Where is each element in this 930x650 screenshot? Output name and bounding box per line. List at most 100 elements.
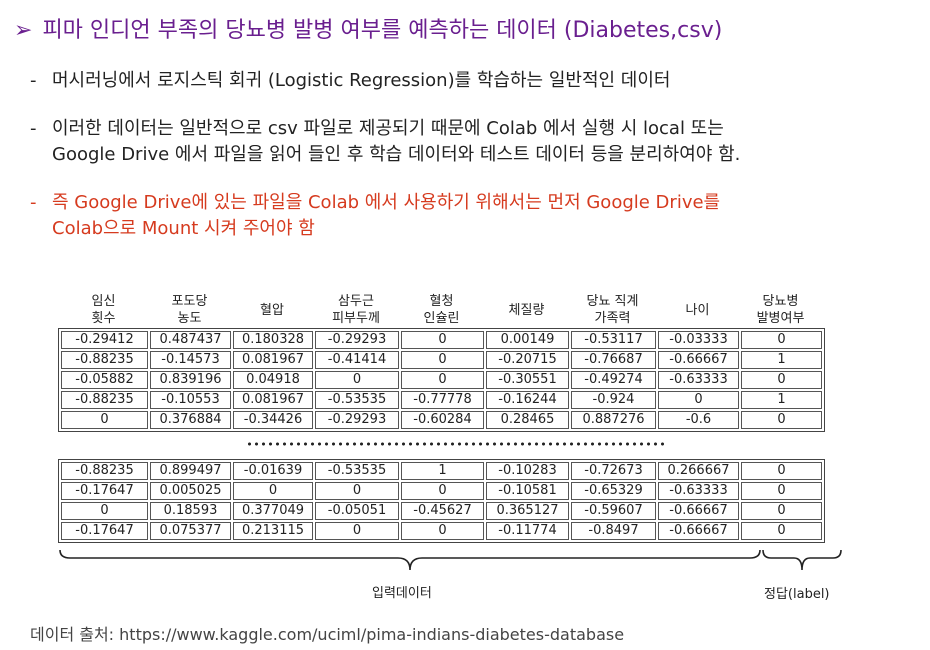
slide-title-text: 피마 인디언 부족의 당뇨병 발병 여부를 예측하는 데이터 (Diabetes… [42,18,723,43]
table-cell: -0.17647 [61,522,148,540]
column-header: 혈압 [260,302,284,318]
table-cell: -0.924 [571,391,656,409]
bullet-2-line-1: 이러한 데이터는 일반적으로 csv 파일로 제공되기 때문에 Colab 에서… [52,118,724,139]
table-cell: -0.10283 [486,462,569,480]
bullet-1-line-1: 머시러닝에서 로지스틱 회귀 (Logistic Regression)를 학습… [52,70,671,91]
table-cell: 0.266667 [658,462,739,480]
table-cell: 0 [741,522,822,540]
table-row: 0 0.376884 -0.34426 -0.29293 -0.60284 0.28465… [61,411,822,429]
table-cell: 0 [315,482,399,500]
table-row: -0.05882 0.839196 0.04918 0 0 -0.30551 -0.4927… [61,371,822,389]
table-cell: -0.17647 [61,482,148,500]
table-cell: -0.30551 [486,371,569,389]
table-cell: 0.04918 [233,371,313,389]
table-cell: -0.29412 [61,331,148,349]
column-header: 나이 [685,302,710,318]
table-cell: 0.487437 [150,331,231,349]
table-cell: -0.20715 [486,351,569,369]
table-cell: 0 [401,351,484,369]
table-cell: -0.66667 [658,351,739,369]
table-cell: 0.00149 [486,331,569,349]
dash-marker: - [30,192,37,213]
table-cell: -0.76687 [571,351,656,369]
table-cell: -0.29293 [315,331,399,349]
dash-marker: - [30,70,37,91]
label-data-label: 정답(label) [764,587,830,602]
table-cell: 0.839196 [150,371,231,389]
table-cell: 0.005025 [150,482,231,500]
table-cell: 0 [741,462,822,480]
table-cell: 0 [315,371,399,389]
table-row: -0.88235 -0.10553 0.081967 -0.53535 -0.77778… [61,391,822,409]
table-cell: 0 [658,391,739,409]
table-cell: -0.63333 [658,371,739,389]
ellipsis-dots [246,441,666,447]
table-cell: -0.10581 [486,482,569,500]
input-brace [59,549,761,571]
arrow-bullet-icon: ➢ [14,18,33,43]
table-cell: 0 [401,331,484,349]
table-cell: 0 [401,482,484,500]
table-cell: 0 [401,371,484,389]
column-header: 체질량 [508,302,545,318]
table-cell: -0.03333 [658,331,739,349]
slide-title: ➢ 피마 인디언 부족의 당뇨병 발병 여부를 예측하는 데이터 (Diabete… [14,12,722,44]
table-cell: -0.59607 [571,502,656,520]
table-cell: 0 [61,411,148,429]
table-cell: -0.49274 [571,371,656,389]
table-cell: -0.05882 [61,371,148,389]
column-header: 포도당 농도 [171,294,208,326]
data-source: 데이터 출처: https://www.kaggle.com/uciml/pim… [30,625,625,644]
table-cell: 1 [741,391,822,409]
table-cell: -0.63333 [658,482,739,500]
table-row: -0.17647 0.075377 0.213115 0 0 -0.11774 -0.849… [61,522,822,540]
table-cell: -0.88235 [61,351,148,369]
table-cell: 0 [61,502,148,520]
table-cell: -0.53535 [315,391,399,409]
table-cell: 0.377049 [233,502,313,520]
bullet-3-line-2: Colab으로 Mount 시켜 주어야 함 [52,218,315,239]
table-cell: -0.53117 [571,331,656,349]
table-cell: -0.66667 [658,522,739,540]
table-row: 0 0.18593 0.377049 -0.05051 -0.45627 0.365127… [61,502,822,520]
table-cell: 0 [741,411,822,429]
bullet-3-line-1: 즉 Google Drive에 있는 파일을 Colab 에서 사용하기 위해서… [52,192,721,213]
table-cell: 0.180328 [233,331,313,349]
table-cell: 0 [233,482,313,500]
column-header: 삼두근 피부두께 [332,294,380,326]
table-cell: 0.081967 [233,391,313,409]
table-cell: -0.34426 [233,411,313,429]
table-cell: -0.05051 [315,502,399,520]
column-header: 당뇨병 발병여부 [756,294,805,326]
bullet-2: - 이러한 데이터는 일반적으로 csv 파일로 제공되기 때문에 Colab 에… [30,116,740,168]
table-cell: 0.899497 [150,462,231,480]
table-cell: -0.01639 [233,462,313,480]
bullet-3: -즉 Google Drive에 있는 파일을 Colab 에서 사용하기 위해… [30,190,720,242]
table-row: -0.17647 0.005025 0 0 0 -0.10581 -0.65329 -0.63… [61,482,822,500]
bullet-2-line-2: Google Drive 에서 파일을 읽어 들인 후 학습 데이터와 테스트 … [52,144,741,165]
table-cell: -0.6 [658,411,739,429]
table-cell: 0.376884 [150,411,231,429]
table-cell: 0 [741,331,822,349]
dash-marker: - [30,118,37,139]
table-cell: -0.45627 [401,502,484,520]
column-header: 혈청 인슐린 [423,294,460,326]
data-table-bottom: -0.88235 0.899497 -0.01639 -0.53535 1 -0.1028… [58,459,825,543]
table-cell: 1 [741,351,822,369]
table-cell: 0.28465 [486,411,569,429]
table-cell: -0.29293 [315,411,399,429]
table-cell: -0.88235 [61,391,148,409]
table-cell: 0.365127 [486,502,569,520]
table-cell: -0.77778 [401,391,484,409]
table-cell: -0.41414 [315,351,399,369]
bullet-1: - 머시러닝에서 로지스틱 회귀 (Logistic Regression)를 학… [30,68,670,94]
table-row: -0.29412 0.487437 0.180328 -0.29293 0 0.00149… [61,331,822,349]
table-cell: -0.60284 [401,411,484,429]
column-header: 당뇨 직계 가족력 [586,294,639,326]
table-cell: -0.72673 [571,462,656,480]
table-cell: 0.213115 [233,522,313,540]
column-header: 임신 횟수 [91,294,116,326]
table-cell: -0.10553 [150,391,231,409]
table-row: -0.88235 -0.14573 0.081967 -0.41414 0 -0.2071… [61,351,822,369]
table-cell: 0.081967 [233,351,313,369]
